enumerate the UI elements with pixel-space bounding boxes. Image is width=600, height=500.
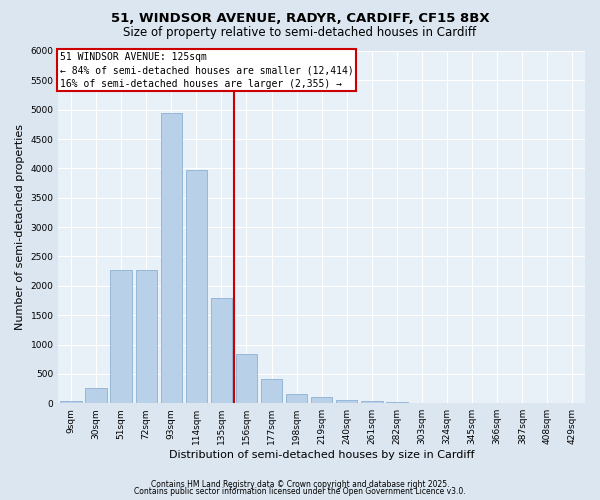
- Bar: [185, 170, 207, 403]
- Bar: [211, 298, 232, 403]
- Bar: [412, 402, 433, 403]
- Text: 51, WINDSOR AVENUE, RADYR, CARDIFF, CF15 8BX: 51, WINDSOR AVENUE, RADYR, CARDIFF, CF15…: [110, 12, 490, 26]
- Text: Contains public sector information licensed under the Open Government Licence v3: Contains public sector information licen…: [134, 487, 466, 496]
- Bar: [236, 354, 257, 403]
- Bar: [261, 378, 282, 403]
- Bar: [161, 112, 182, 403]
- Bar: [136, 270, 157, 403]
- Text: Size of property relative to semi-detached houses in Cardiff: Size of property relative to semi-detach…: [124, 26, 476, 39]
- Bar: [85, 388, 107, 403]
- Bar: [386, 402, 407, 403]
- Bar: [110, 270, 132, 403]
- Bar: [286, 394, 307, 403]
- X-axis label: Distribution of semi-detached houses by size in Cardiff: Distribution of semi-detached houses by …: [169, 450, 475, 460]
- Text: Contains HM Land Registry data © Crown copyright and database right 2025.: Contains HM Land Registry data © Crown c…: [151, 480, 449, 489]
- Text: 51 WINDSOR AVENUE: 125sqm
← 84% of semi-detached houses are smaller (12,414)
16%: 51 WINDSOR AVENUE: 125sqm ← 84% of semi-…: [59, 52, 353, 88]
- Bar: [361, 402, 383, 403]
- Bar: [60, 402, 82, 403]
- Bar: [311, 398, 332, 403]
- Y-axis label: Number of semi-detached properties: Number of semi-detached properties: [15, 124, 25, 330]
- Bar: [336, 400, 358, 403]
